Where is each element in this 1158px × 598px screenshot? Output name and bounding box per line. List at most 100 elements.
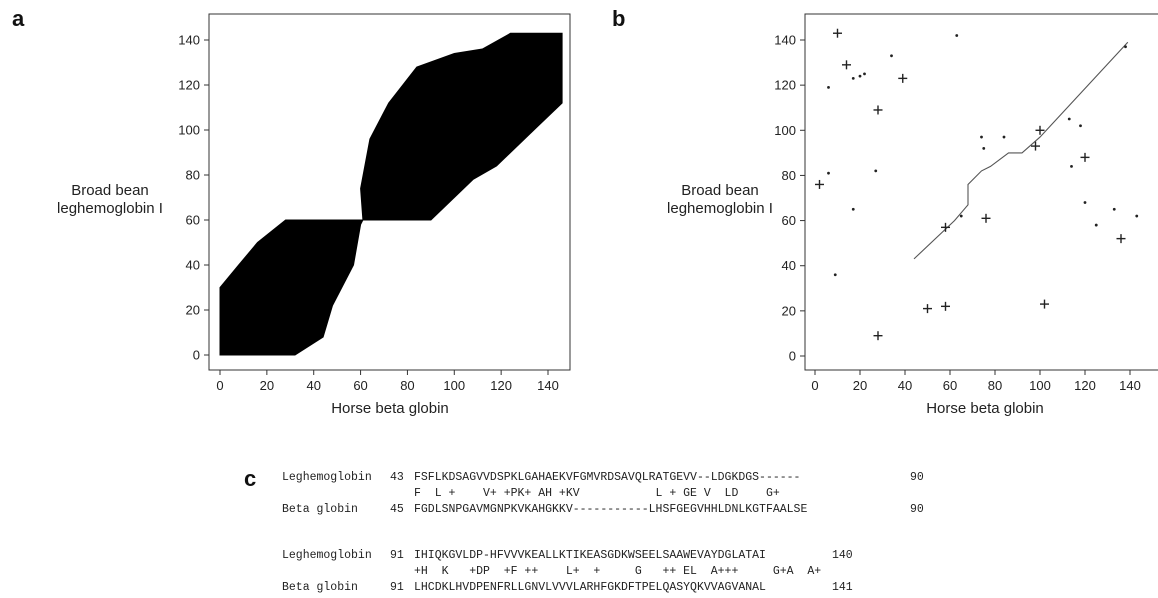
panel-b-plus-point	[941, 222, 950, 232]
aln2-top-end: 140	[832, 549, 853, 562]
panel-a-xtick-label: 20	[260, 378, 274, 393]
aln1-match: F L + V+ +PK+ AH +KV L + GE V LD G+	[414, 487, 780, 500]
panel-b-ylabel-line1: Broad bean	[681, 182, 759, 199]
panel-a-ylabel: Broad bean leghemoglobin I	[10, 182, 210, 218]
panel-b-plus-point	[833, 28, 842, 38]
aln1-bottom-seq: FGDLSNPGAVMGNPKVKAHGKKV-----------LHSFGE…	[414, 503, 808, 516]
panel-b-dot-point	[1124, 45, 1127, 49]
panel-b-dot-point	[1079, 124, 1082, 128]
aln1-top-seq: FSFLKDSAGVVDSPKLGAHAEKVFGMVRDSAVQLRATGEV…	[414, 471, 801, 484]
aln1-top-name: Leghemoglobin	[282, 471, 372, 484]
aln2-match: +H K +DP +F ++ L+ + G ++ EL A+++ G+A A+	[414, 565, 822, 578]
aln2-bottom-name: Beta globin	[282, 581, 358, 594]
aln1-bottom-end: 90	[910, 503, 924, 516]
panel-b-dot-point	[1083, 201, 1087, 204]
panel-b-plus-point	[842, 60, 851, 70]
panel-a-ylabel-line2: leghemoglobin I	[57, 200, 163, 217]
panel-a-xtick-label: 80	[400, 378, 414, 393]
panel-b-dot-point	[959, 214, 963, 218]
aln2-top-name: Leghemoglobin	[282, 549, 372, 562]
panel-a-region-upper-block	[360, 32, 563, 221]
panel-b-dot-point	[833, 273, 837, 277]
panel-b-xtick-label: 140	[1119, 378, 1141, 393]
panel-b-ytick-label: 80	[782, 168, 796, 183]
panel-b-xlabel: Horse beta globin	[926, 400, 1044, 417]
panel-b-dot-point	[827, 86, 830, 89]
panel-b-dot-point	[827, 171, 830, 175]
panel-a-ytick-label: 140	[178, 33, 200, 48]
aln1-top-end: 90	[910, 471, 924, 484]
panel-a-xlabel: Horse beta globin	[331, 400, 449, 417]
panel-b-ytick-label: 0	[789, 349, 796, 364]
panel-a-ytick-label: 120	[178, 78, 200, 93]
panel-b-dot-point	[851, 76, 855, 80]
panel-b-dot-point	[982, 146, 986, 150]
panel-b-ytick-label: 140	[774, 33, 796, 48]
panel-b-plus-point	[1031, 141, 1040, 151]
panel-b-ytick-label: 40	[782, 258, 796, 273]
panel-b-xtick-label: 120	[1074, 378, 1096, 393]
panel-a-xtick-label: 120	[490, 378, 512, 393]
panel-b-ytick-label: 60	[782, 213, 796, 228]
aln2-top-start: 91	[390, 549, 404, 562]
aln1-bottom-start: 45	[390, 503, 404, 516]
panel-b-ytick-label: 120	[774, 78, 796, 93]
panel-b-plus-point	[898, 73, 908, 83]
panel-letter-a: a	[12, 6, 25, 31]
panel-a-xtick-label: 100	[443, 378, 465, 393]
panel-b-ytick-label: 100	[774, 123, 796, 138]
panel-b-xtick-label: 0	[811, 378, 818, 393]
panel-a-xtick-label: 60	[353, 378, 367, 393]
panel-b-plus-point	[1040, 299, 1049, 309]
aln1-bottom-name: Beta globin	[282, 503, 358, 516]
panel-b-plus-point	[873, 105, 883, 115]
panel-b-xtick-label: 60	[943, 378, 957, 393]
panel-b-ylabel-line2: leghemoglobin I	[667, 200, 773, 217]
panel-a-region-lower-block	[219, 219, 364, 356]
panel-b-dot-point	[1135, 214, 1139, 218]
aln1-top-start: 43	[390, 471, 404, 484]
panel-b-dot-point	[890, 54, 893, 58]
aln2-bottom-end: 141	[832, 581, 853, 594]
figure-charts: 0 20 40 60 80 100 120 140 0 20 40 60 80 100 120 140 0 20…	[178, 13, 1158, 417]
panel-b-dotplot: 0 20 40 60 80 100 120 140 0 20 40 60 80 100 120 140	[774, 13, 1158, 393]
panel-b-ylabel: Broad bean leghemoglobin I	[620, 182, 820, 218]
panel-letter-c: c	[244, 466, 257, 491]
panel-a-xtick-label: 0	[216, 378, 223, 393]
panel-b-xtick-label: 40	[898, 378, 912, 393]
panel-b-dot-point	[863, 72, 866, 76]
panel-b-xtick-label: 100	[1029, 378, 1051, 393]
panel-b-plus-point	[815, 179, 824, 189]
panel-b-plus-point	[981, 213, 991, 223]
panel-b-plus-point	[873, 331, 883, 341]
panel-a-ytick-label: 0	[193, 348, 200, 363]
panel-a-ytick-label: 20	[186, 303, 200, 318]
panel-a-ytick-label: 40	[186, 258, 200, 273]
aln2-bottom-start: 91	[390, 581, 404, 594]
panel-b-alignment-path	[913, 41, 1129, 260]
panel-a-ylabel-line1: Broad bean	[71, 182, 149, 199]
panel-b-dot-point	[1112, 207, 1116, 211]
panel-b-xtick-label: 20	[853, 378, 867, 393]
panel-b-dot-point	[874, 169, 878, 173]
panel-b-dot-point	[955, 34, 959, 37]
panel-a-ytick-label: 60	[186, 213, 200, 228]
panel-a-xtick-label: 140	[537, 378, 559, 393]
panel-b-ytick-label: 20	[782, 303, 796, 318]
panel-b-plus-point	[1035, 125, 1045, 135]
panel-b-dot-point	[1067, 117, 1071, 121]
panel-letter-b: b	[612, 6, 626, 31]
aln2-bottom-seq: LHCDKLHVDPENFRLLGNVLVVVLARHFGKDFTPELQASY…	[414, 581, 766, 594]
panel-b-dot-point	[858, 74, 862, 78]
panel-a-ytick-label: 100	[178, 123, 200, 138]
panel-b-dot-point	[980, 135, 983, 139]
panel-b-dot-point	[1094, 223, 1098, 227]
panel-b-dot-point	[1002, 135, 1006, 139]
panel-b-plus-point	[1080, 152, 1090, 162]
panel-b-plus-point	[941, 301, 950, 311]
panel-b-xtick-label: 80	[988, 378, 1002, 393]
panel-a-plot-frame	[208, 13, 571, 371]
panel-a-xtick-label: 40	[306, 378, 320, 393]
panel-a-ytick-label: 80	[186, 168, 200, 183]
aln2-top-seq: IHIQKGVLDP-HFVVVKEALLKTIKEASGDKWSEELSAAW…	[414, 549, 766, 562]
